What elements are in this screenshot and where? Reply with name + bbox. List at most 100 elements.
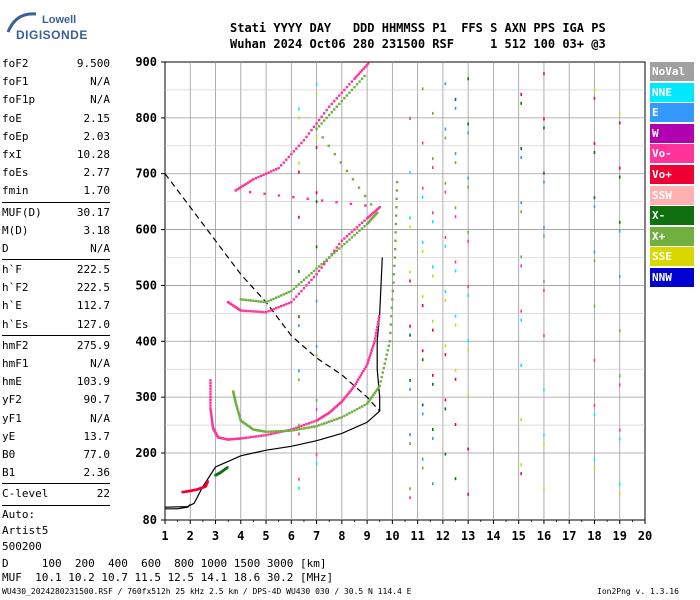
echo-point-0	[232, 437, 235, 441]
echo-point-1	[392, 281, 395, 284]
noise-point	[409, 116, 411, 120]
noise-point	[298, 269, 300, 273]
noise-point	[520, 147, 523, 151]
param-value: 1.70	[83, 184, 111, 198]
echo-point-0	[274, 431, 278, 435]
echo-point-2	[272, 169, 275, 172]
echo-point-0	[333, 407, 336, 410]
echo-point-1	[328, 420, 331, 423]
echo-point-1	[345, 413, 349, 416]
echo-point-1	[348, 412, 351, 415]
echo-point-1	[317, 424, 321, 427]
param-value: 2.36	[83, 466, 111, 480]
echo-point-0	[375, 328, 378, 332]
echo-point-3	[343, 97, 346, 100]
param-value: 112.7	[76, 299, 110, 313]
param-value: N/A	[90, 411, 110, 425]
echo-point-3	[300, 280, 303, 284]
echo-point-0	[321, 415, 325, 418]
noise-point	[593, 259, 596, 263]
noise-point	[409, 442, 411, 446]
echo-point-1	[395, 189, 399, 192]
echo-point-3	[315, 127, 318, 131]
echo-point-2	[285, 302, 288, 306]
echo-point-0	[209, 409, 212, 412]
echo-point-1	[370, 395, 374, 398]
echo-point-3	[322, 119, 326, 122]
header-values: Wuhan 2024 Oct06 280 231500 RSF 1 512 10…	[230, 37, 606, 51]
legend-item-nnw: NNW	[650, 267, 694, 287]
plot-frame	[164, 61, 646, 521]
echo-point-2	[365, 64, 368, 67]
echo-point-1	[368, 399, 371, 402]
noise-point	[315, 344, 318, 348]
noise-point	[467, 77, 469, 81]
echo-point-3	[320, 263, 323, 266]
echo-point-1	[262, 430, 265, 433]
noise-point	[421, 349, 424, 353]
echo-point-2	[252, 178, 255, 181]
noise-point	[543, 433, 545, 437]
echo-point-3	[247, 299, 250, 302]
echo-point-2	[282, 161, 285, 164]
echo-point-0	[334, 405, 337, 409]
noise-point	[315, 137, 318, 141]
echo-point-2	[333, 249, 336, 252]
echo-point-0	[244, 436, 248, 440]
echo-point-0	[369, 351, 373, 355]
echo-point-0	[316, 418, 320, 422]
noise-point	[618, 229, 621, 233]
echo-point-0	[319, 417, 322, 420]
noise-point	[520, 417, 523, 421]
y-tick-label: 400	[135, 334, 157, 348]
echo-point-3	[333, 251, 336, 255]
echo-point-1	[282, 429, 285, 433]
noise-point	[618, 121, 621, 125]
echo-point-2	[292, 195, 295, 199]
echo-point-1	[254, 428, 258, 432]
x-tick-label: 11	[410, 529, 424, 543]
echo-point-0	[209, 401, 212, 404]
echo-point-1	[244, 422, 248, 426]
param-value: 9.500	[76, 57, 110, 70]
echo-point-0	[239, 437, 242, 440]
echo-point-3	[321, 136, 324, 139]
echo-point-2	[317, 269, 321, 273]
legend-item-x: X+	[650, 226, 694, 246]
noise-point	[431, 211, 434, 215]
echo-point-2	[243, 183, 246, 187]
y-tick-label: 800	[135, 111, 157, 125]
echo-point-1	[239, 417, 242, 421]
noise-point	[543, 225, 545, 229]
param-row-group4-4: yF1 N/A	[2, 410, 110, 428]
echo-point-3	[348, 91, 351, 94]
param-value: N/A	[90, 75, 110, 89]
noise-point	[454, 323, 457, 327]
echo-point-3	[339, 161, 343, 164]
param-row-group2-2: D N/A	[2, 240, 110, 258]
noise-point	[467, 447, 469, 451]
param-name: D	[2, 241, 9, 255]
echo-point-1	[238, 415, 241, 419]
echo-point-3	[355, 83, 359, 86]
param-name: hmF2	[2, 338, 29, 352]
echo-point-1	[256, 429, 259, 432]
param-name: C-level	[2, 487, 49, 501]
param-row-group3-1: h`F2 222.5	[2, 279, 110, 297]
param-name: h`Es	[2, 317, 29, 331]
noise-point	[520, 472, 523, 476]
echo-point-0	[348, 391, 351, 394]
echo-point-2	[335, 201, 338, 204]
echo-point-2	[348, 83, 351, 86]
echo-point-1	[234, 401, 237, 404]
param-value: 22	[96, 487, 110, 501]
echo-point-3	[325, 116, 328, 120]
echo-point-0	[229, 438, 232, 441]
param-value: 2.15	[83, 111, 111, 125]
echo-point-1	[322, 422, 326, 425]
echo-point-2	[366, 62, 370, 65]
noise-point	[520, 318, 523, 322]
echo-point-2	[257, 310, 260, 313]
echo-point-2	[338, 242, 341, 246]
param-row-group1-2: foF1p N/A	[2, 91, 110, 109]
